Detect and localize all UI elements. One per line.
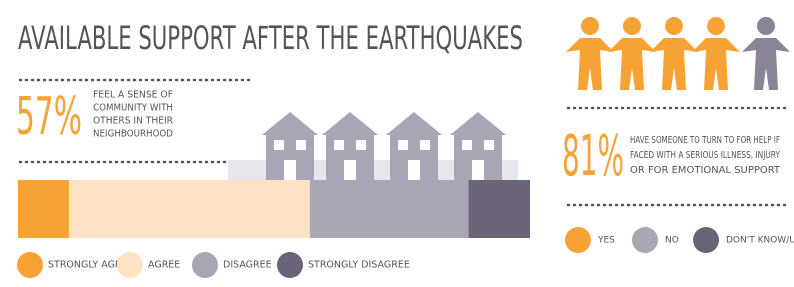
- person-head: [707, 17, 725, 35]
- door: [284, 160, 296, 180]
- person-head: [623, 17, 641, 35]
- legend-dot: [17, 252, 43, 278]
- infographic: AVAILABLE SUPPORT AFTER THE EARTHQUAKES …: [0, 0, 794, 287]
- person-head: [581, 17, 599, 35]
- houses: [228, 112, 518, 180]
- legend-label: DON'T KNOW/UNSU: [726, 236, 794, 246]
- title: AVAILABLE SUPPORT AFTER THE EARTHQUAKES: [18, 19, 523, 57]
- legend-label: NO: [665, 236, 679, 246]
- legend-label: YES: [597, 236, 615, 246]
- community-text: NEIGHBOURHOOD: [93, 129, 173, 140]
- legend-dot: [565, 227, 591, 253]
- door: [344, 160, 356, 180]
- legend-dot: [693, 227, 719, 253]
- legend-dot: [117, 252, 143, 278]
- window: [484, 140, 494, 150]
- person-head: [757, 17, 775, 35]
- person-body: [692, 38, 740, 90]
- bar-segment: [469, 180, 530, 238]
- community-stat: 57%: [16, 87, 82, 147]
- legend-dot: [632, 227, 658, 253]
- person-body: [650, 38, 698, 90]
- door: [408, 160, 420, 180]
- community-text: FEEL A SENSE OF: [93, 90, 173, 101]
- support-text: FACED WITH A SERIOUS ILLNESS, INJURY: [630, 150, 781, 161]
- legend-label: AGREE: [148, 260, 180, 271]
- legend-dot: [277, 252, 303, 278]
- window: [462, 140, 472, 150]
- people: [566, 17, 790, 90]
- legend-dot: [192, 252, 218, 278]
- bar-segment: [18, 180, 69, 238]
- support-stat: 81%: [562, 124, 624, 189]
- community-text: COMMUNITY WITH: [93, 103, 173, 114]
- window: [274, 140, 284, 150]
- window: [334, 140, 344, 150]
- person-body: [742, 38, 790, 90]
- window: [398, 140, 408, 150]
- window: [356, 140, 366, 150]
- person-body: [566, 38, 614, 90]
- window: [296, 140, 306, 150]
- door: [472, 160, 484, 180]
- support-text: HAVE SOMEONE TO TURN TO FOR HELP IF: [630, 135, 780, 146]
- person-body: [608, 38, 656, 90]
- support-text: OR FOR EMOTIONAL SUPPORT: [630, 165, 781, 176]
- community-text: OTHERS IN THEIR: [93, 116, 173, 127]
- legend-label: STRONGLY DISAGREE: [308, 260, 410, 271]
- window: [420, 140, 430, 150]
- person-head: [665, 17, 683, 35]
- legend-label: DISAGREE: [223, 260, 272, 271]
- bar-segment: [69, 180, 310, 238]
- bar-segment: [310, 180, 469, 238]
